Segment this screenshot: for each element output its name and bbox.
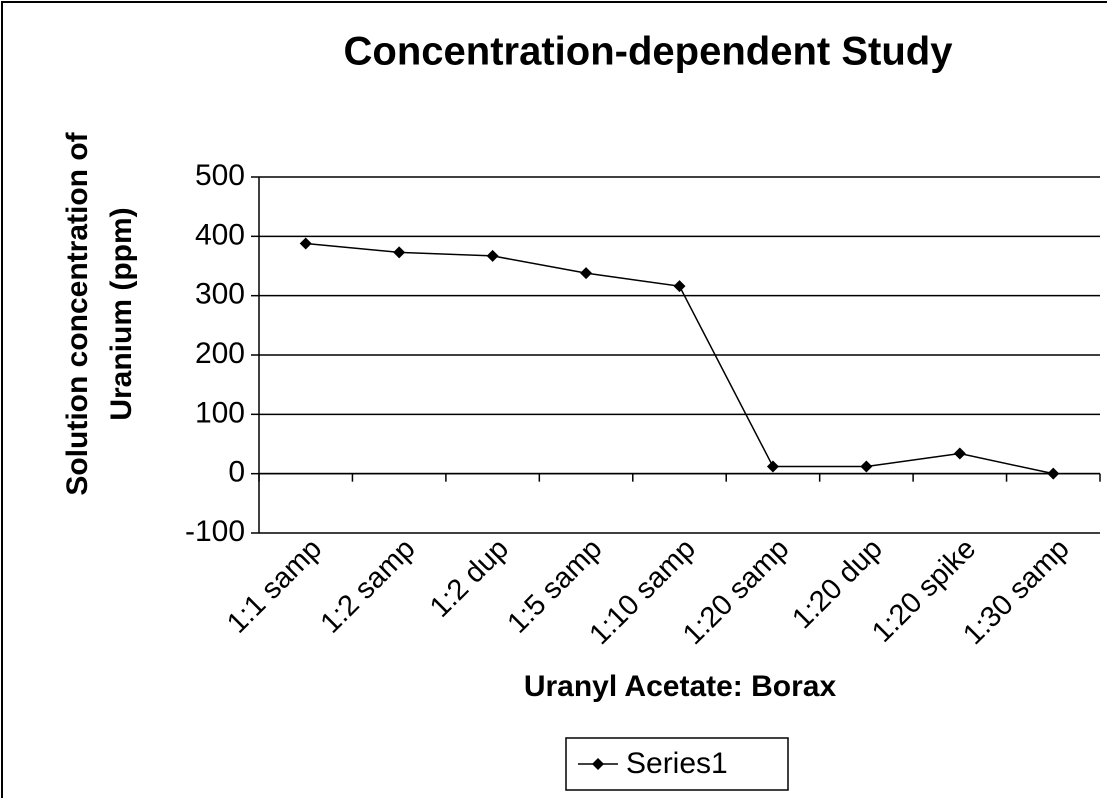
y-tick-label: 0 xyxy=(228,456,245,489)
point-marker xyxy=(766,460,779,473)
point-marker xyxy=(393,246,406,259)
x-tick-label: 1:1 samp xyxy=(221,533,328,640)
point-marker xyxy=(1047,467,1060,480)
series-line xyxy=(305,242,1054,475)
y-axis-label: Solution concentration of Uranium (ppm) xyxy=(61,132,138,496)
x-axis-label: Uranyl Acetate: Borax xyxy=(524,670,837,703)
legend-marker xyxy=(592,758,604,770)
y-tick-label: 200 xyxy=(195,337,245,370)
x-tick-label: 1:2 dup xyxy=(424,533,515,624)
point-marker xyxy=(953,447,966,460)
legend-label: Series1 xyxy=(626,747,728,780)
point-marker xyxy=(299,237,312,250)
point-marker xyxy=(860,460,873,473)
y-tick-label: -100 xyxy=(185,515,245,548)
y-tick-label: 300 xyxy=(195,278,245,311)
chart-title: Concentration-dependent Study xyxy=(344,30,954,74)
x-tick-label: 1:2 samp xyxy=(315,533,422,640)
y-tick-label: 500 xyxy=(195,159,245,192)
point-marker xyxy=(580,267,593,280)
point-marker xyxy=(673,280,686,293)
point-marker xyxy=(486,249,499,262)
y-tick-label: 400 xyxy=(195,218,245,251)
y-tick-label: 100 xyxy=(195,396,245,429)
